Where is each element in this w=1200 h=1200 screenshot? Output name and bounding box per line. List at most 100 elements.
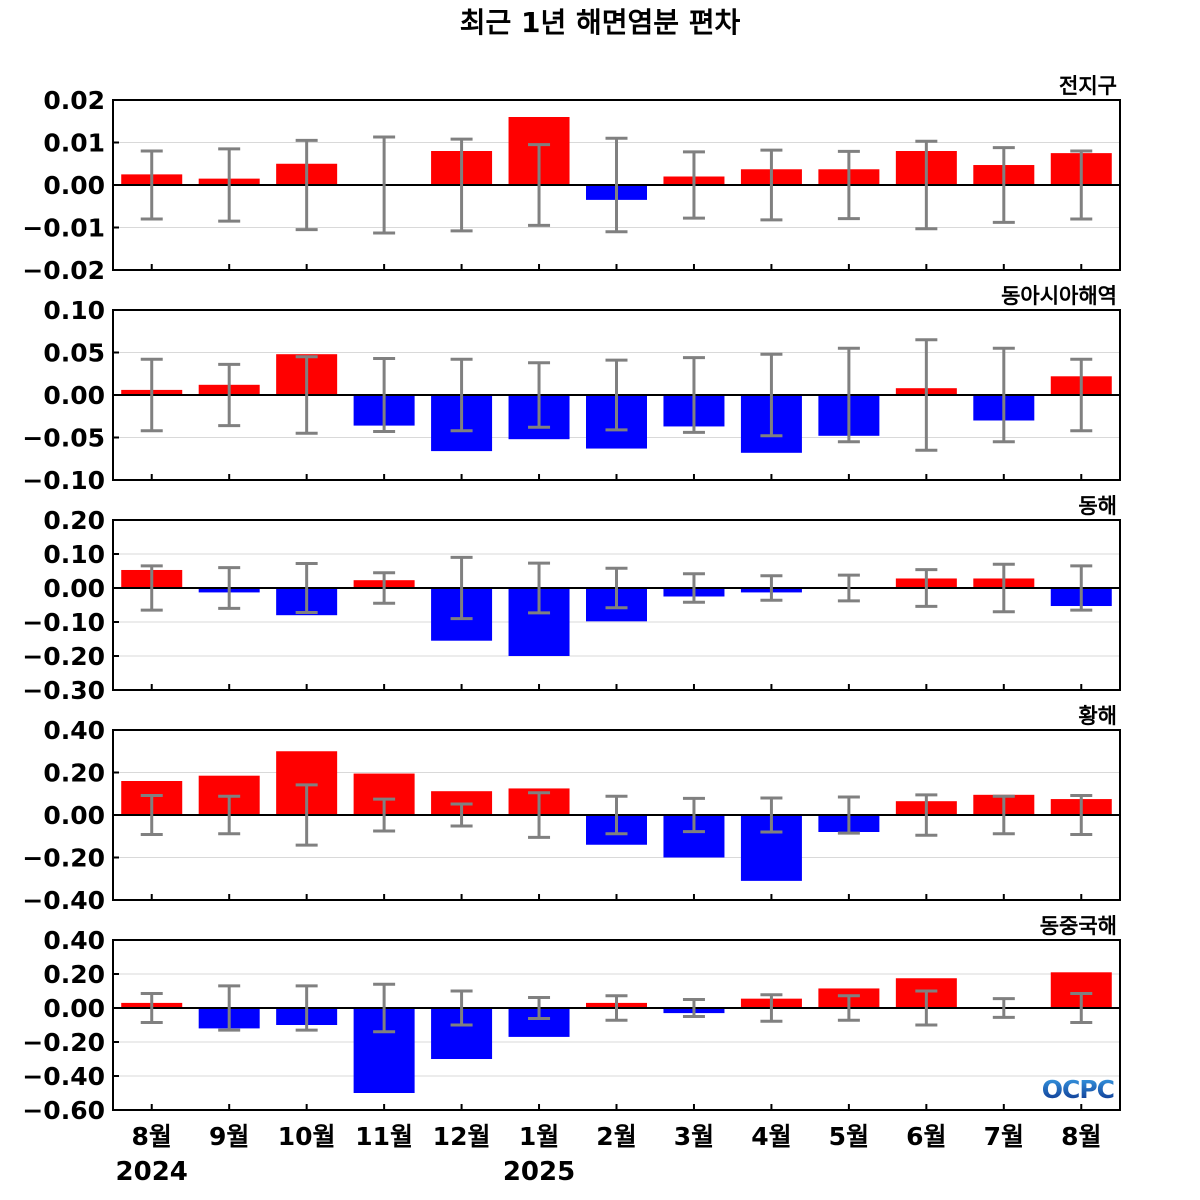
error-bar bbox=[1070, 357, 1093, 433]
x-axis-labels: 8월 9월 10월 11월 12월 1월 2월 3월 4월 5월 6월 7월 8월 2024 2025 bbox=[116, 1122, 1102, 1187]
error-bar bbox=[992, 794, 1015, 836]
error-bar bbox=[1070, 149, 1093, 221]
y-tick-label: −0.40 bbox=[22, 1062, 105, 1091]
y-tick-label: −0.30 bbox=[22, 676, 105, 705]
y-tick-label: 0.20 bbox=[43, 960, 105, 989]
year-label: 2024 bbox=[116, 1157, 188, 1187]
error-bar bbox=[218, 147, 241, 223]
error-bar bbox=[218, 794, 241, 836]
error-bar bbox=[450, 802, 473, 828]
error-bar bbox=[218, 362, 241, 428]
month-label: 5월 bbox=[829, 1122, 869, 1151]
error-bar bbox=[373, 571, 396, 605]
error-bar bbox=[373, 797, 396, 833]
error-bar bbox=[992, 146, 1015, 224]
error-bar bbox=[528, 561, 551, 615]
error-bar bbox=[373, 356, 396, 434]
error-bar bbox=[605, 136, 628, 234]
y-tick-label: 0.01 bbox=[43, 129, 105, 158]
panel-label: 전지구 bbox=[1059, 74, 1117, 98]
y-tick-label: 0.10 bbox=[43, 540, 105, 569]
error-bar bbox=[682, 998, 705, 1018]
error-bar bbox=[373, 982, 396, 1034]
y-tick-label: 0.20 bbox=[43, 506, 105, 535]
error-bar bbox=[140, 564, 163, 612]
error-bar bbox=[992, 997, 1015, 1019]
error-bar bbox=[605, 358, 628, 432]
error-bar bbox=[760, 796, 783, 834]
panel-label: 황해 bbox=[1078, 704, 1117, 728]
error-bar bbox=[295, 138, 318, 232]
month-label: 7월 bbox=[984, 1122, 1024, 1151]
month-label: 11월 bbox=[355, 1122, 413, 1151]
month-label: 1월 bbox=[519, 1122, 559, 1151]
error-bar bbox=[682, 356, 705, 434]
error-bar bbox=[915, 338, 938, 452]
y-tick-label: 0.20 bbox=[43, 759, 105, 788]
month-label: 8월 bbox=[132, 1122, 172, 1151]
ocpc-logo: OCPC bbox=[1042, 1075, 1115, 1104]
error-bar bbox=[528, 995, 551, 1021]
error-bar bbox=[373, 135, 396, 235]
panel-5: −0.60 −0.40 −0.20 0.00 0.20 0.40 동중국해 bbox=[22, 914, 1121, 1125]
y-tick-label: −0.10 bbox=[22, 466, 105, 495]
error-bar bbox=[528, 791, 551, 839]
error-bar bbox=[140, 793, 163, 837]
ocpc-logo-text: OCPC bbox=[1042, 1075, 1114, 1104]
y-tick-label: 0.00 bbox=[43, 801, 105, 830]
y-tick-label: 0.05 bbox=[43, 339, 105, 368]
error-bar bbox=[837, 994, 860, 1022]
panel-label: 동해 bbox=[1078, 494, 1117, 518]
error-bar bbox=[1070, 564, 1093, 612]
error-bar bbox=[837, 573, 860, 603]
error-bar bbox=[528, 143, 551, 227]
chart-title: 최근 1년 해면염분 편차 bbox=[460, 6, 741, 39]
month-label: 3월 bbox=[674, 1122, 714, 1151]
y-tick-label: 0.00 bbox=[43, 171, 105, 200]
error-bar bbox=[528, 361, 551, 429]
error-bar bbox=[450, 989, 473, 1027]
error-bar bbox=[760, 352, 783, 438]
y-tick-label: 0.40 bbox=[43, 926, 105, 955]
error-bar bbox=[837, 795, 860, 835]
error-bar bbox=[682, 150, 705, 220]
month-label: 12월 bbox=[433, 1122, 491, 1151]
error-bar bbox=[450, 357, 473, 433]
error-bar bbox=[140, 992, 163, 1024]
panel-1: −0.02 −0.01 0.00 0.01 0.02 전지구 bbox=[22, 74, 1121, 285]
month-label: 6월 bbox=[906, 1122, 946, 1151]
y-tick-label: −0.05 bbox=[22, 424, 105, 453]
error-bar bbox=[1070, 992, 1093, 1024]
year-label: 2025 bbox=[503, 1157, 575, 1187]
error-bar bbox=[915, 139, 938, 231]
error-bar bbox=[915, 568, 938, 608]
error-bar bbox=[760, 574, 783, 602]
panel-label: 동중국해 bbox=[1040, 914, 1117, 938]
panel-2: −0.10 −0.05 0.00 0.05 0.10 동아시아해역 bbox=[22, 284, 1121, 495]
error-bar bbox=[450, 555, 473, 621]
error-bar bbox=[605, 794, 628, 836]
y-tick-label: 0.40 bbox=[43, 716, 105, 745]
month-label: 4월 bbox=[751, 1122, 791, 1151]
y-tick-label: −0.60 bbox=[22, 1096, 105, 1125]
y-tick-label: 0.02 bbox=[43, 86, 105, 115]
y-tick-label: −0.20 bbox=[22, 1028, 105, 1057]
error-bar bbox=[295, 355, 318, 435]
error-bar bbox=[915, 989, 938, 1027]
month-label: 2월 bbox=[596, 1122, 636, 1151]
y-tick-label: −0.02 bbox=[22, 256, 105, 285]
error-bar bbox=[295, 562, 318, 614]
panels: −0.02 −0.01 0.00 0.01 0.02 전지구 −0.10 −0.05 0.00 0… bbox=[22, 74, 1121, 1125]
y-tick-label: −0.20 bbox=[22, 844, 105, 873]
error-bar bbox=[218, 566, 241, 610]
y-tick-label: 0.10 bbox=[43, 296, 105, 325]
panel-4: −0.40 −0.20 0.00 0.20 0.40 황해 bbox=[22, 704, 1121, 915]
panel-3: −0.30 −0.20 −0.10 0.00 0.10 0.20 동해 bbox=[22, 494, 1121, 705]
error-bar bbox=[915, 793, 938, 837]
month-label: 9월 bbox=[209, 1122, 249, 1151]
y-tick-label: 0.00 bbox=[43, 381, 105, 410]
error-bar bbox=[218, 984, 241, 1032]
y-tick-label: 0.00 bbox=[43, 994, 105, 1023]
error-bar bbox=[837, 149, 860, 221]
